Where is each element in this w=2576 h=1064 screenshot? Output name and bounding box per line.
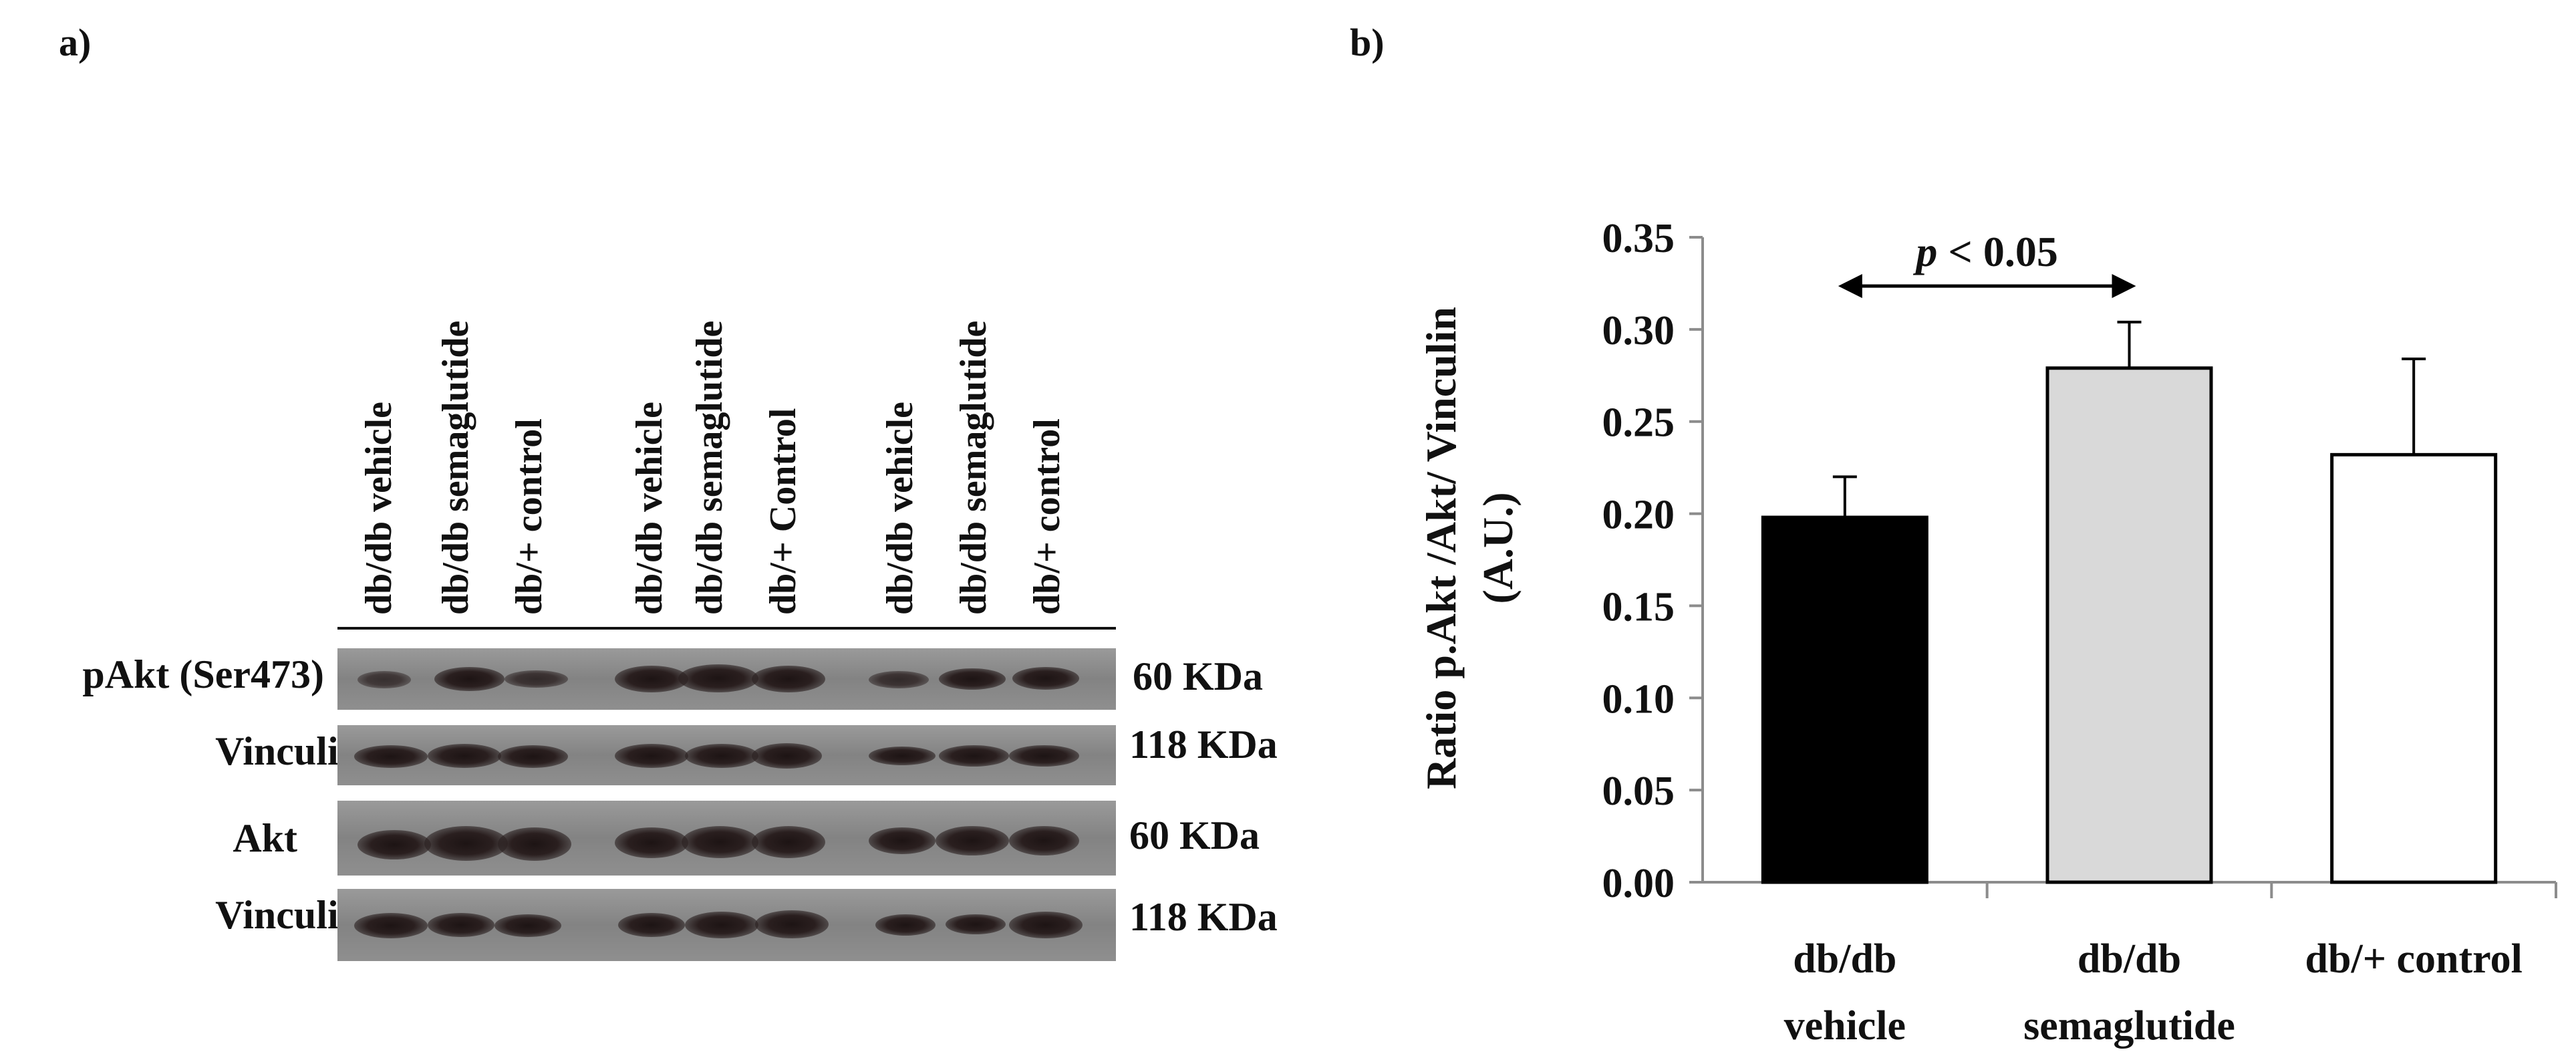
size-label: 118 KDa [1129,722,1278,767]
band [357,830,431,859]
band [939,745,1009,767]
band [505,670,568,688]
row-label: pAkt (Ser473) [82,652,324,696]
band [354,913,428,938]
panel-b-label: b) [1350,21,1385,64]
band [869,827,936,854]
band [428,744,501,768]
row-label: Akt [233,816,297,860]
x-category-label: vehicle [1784,1003,1906,1049]
lane-header-rule [337,627,1116,630]
y-axis-title: (A.U.) [1474,492,1522,604]
bar [2330,452,2498,884]
band [755,910,829,938]
blot-strip-vinculin-2 [337,889,1116,961]
significance-label: p < 0.05 [1912,228,2057,275]
band [869,671,929,688]
band [1009,745,1079,767]
band [615,666,688,692]
band [752,666,825,692]
band [357,671,411,688]
p-symbol: p [1912,228,1937,275]
band [752,743,822,769]
y-tick-label: 0.30 [1602,308,1675,354]
p-threshold: < 0.05 [1937,228,2057,275]
band [498,827,571,861]
band [685,912,758,938]
y-tick-label: 0.15 [1602,584,1675,630]
band [424,826,508,861]
y-tick-label: 0.05 [1602,769,1675,814]
band [752,826,825,858]
y-tick-label: 0.10 [1602,676,1675,722]
band [428,913,494,937]
y-tick-label: 0.00 [1602,861,1675,906]
band [354,745,428,768]
row-label: Vinculin [215,893,361,937]
size-label: 118 KDa [1129,895,1278,939]
panel-a-label: a) [59,21,92,64]
size-label: 60 KDa [1129,813,1260,857]
band [494,914,561,937]
row-label: Vinculin [215,729,361,773]
band [615,744,688,768]
band [498,745,568,768]
band [946,914,1006,934]
x-category-label: db/db [1793,936,1896,982]
bar [2045,366,2213,884]
x-category-label: db/db [2078,936,2181,982]
band [434,667,505,691]
x-category-label: db/+ control [2305,936,2523,982]
band [939,668,1006,690]
size-label: 60 KDa [1133,654,1263,698]
blot-strip-akt [337,801,1116,876]
blot-strip-pakt [337,648,1116,710]
x-category-label: semaglutide [2023,1003,2235,1049]
band [869,747,936,765]
y-tick-label: 0.25 [1602,400,1675,446]
blot-strip-vinculin-1 [337,725,1116,785]
significance-arrow-head-right [2112,274,2136,298]
band [875,914,936,936]
band [678,664,758,692]
bar [1761,515,1928,884]
y-axis-title: Ratio p.Akt /Akt/ Vinculin [1417,307,1465,789]
band [1009,826,1079,855]
significance-arrow-head-left [1838,274,1862,298]
y-tick-label: 0.35 [1602,216,1675,261]
band [618,913,685,937]
band [685,744,758,768]
band [936,826,1009,855]
y-tick-label: 0.20 [1602,493,1675,538]
band [682,826,758,858]
band [615,827,688,858]
band [1009,912,1083,938]
band [1012,667,1079,690]
